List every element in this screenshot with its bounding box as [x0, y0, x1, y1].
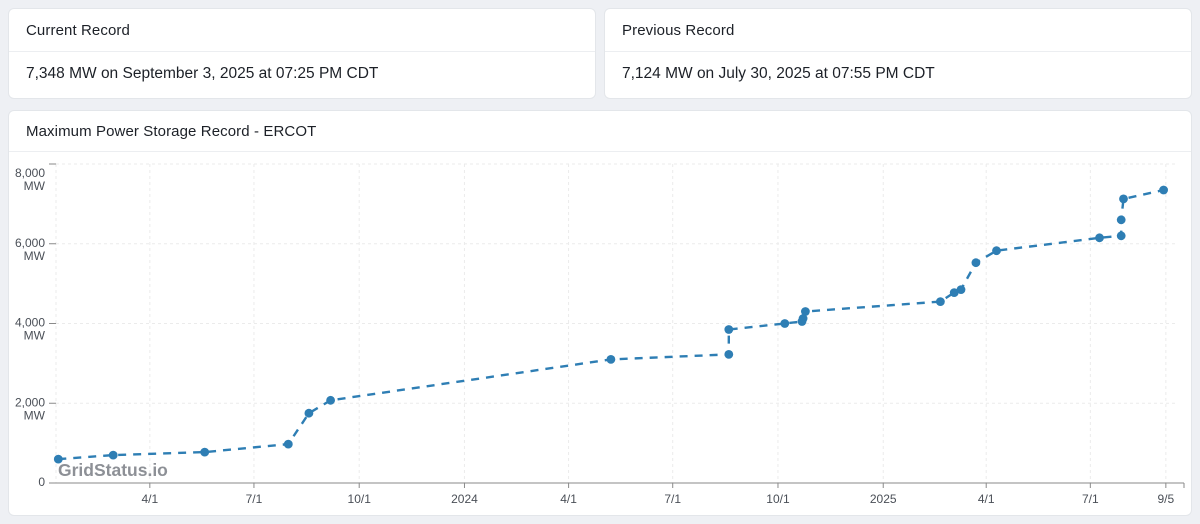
data-point[interactable]	[780, 319, 790, 328]
x-tick-label: 10/1	[766, 492, 790, 506]
chart-body: 4/1 7/1 10/1 2024 4/1 7/1 10/1 2025 4/1 7/1 9/5 0 2,…	[9, 152, 1191, 514]
previous-record-card: Previous Record 7,124 MW on July 30, 202…	[604, 8, 1192, 99]
x-tick-label: 4/1	[141, 492, 158, 506]
y-tick-unit: MW	[24, 179, 46, 193]
data-point[interactable]	[971, 258, 981, 268]
data-point[interactable]	[108, 450, 118, 460]
x-tick-label: 7/1	[664, 492, 681, 506]
x-tick-label: 2024	[451, 492, 478, 506]
data-point[interactable]	[1119, 194, 1128, 204]
data-point[interactable]	[949, 288, 959, 297]
current-record-value: 7,348 MW on September 3, 2025 at 07:25 P…	[26, 65, 379, 82]
data-point[interactable]	[200, 447, 210, 457]
data-point[interactable]	[283, 439, 293, 449]
record-line	[58, 188, 1164, 461]
chart-title: Maximum Power Storage Record - ERCOT	[9, 111, 1191, 152]
x-tick-label: 4/1	[978, 492, 995, 506]
gridstatus-watermark: GridStatus.io	[58, 460, 168, 480]
x-tick-label: 2025	[870, 492, 897, 506]
x-tick-label: 4/1	[560, 492, 577, 506]
data-point[interactable]	[1095, 233, 1104, 243]
x-tick-label: 9/5	[1158, 492, 1175, 506]
storage-record-chart-card: Maximum Power Storage Record - ERCOT 4/1…	[8, 110, 1192, 516]
data-point[interactable]	[1116, 215, 1126, 225]
data-point[interactable]	[304, 408, 314, 418]
data-point[interactable]	[724, 325, 734, 334]
x-tick-label: 7/1	[246, 492, 263, 506]
x-tick-label: 10/1	[348, 492, 372, 506]
y-tick-label: 2,000	[15, 395, 45, 409]
data-point[interactable]	[992, 246, 1001, 256]
data-point[interactable]	[606, 355, 616, 364]
x-tick-label: 7/1	[1082, 492, 1099, 506]
data-point[interactable]	[326, 395, 335, 405]
current-record-card: Current Record 7,348 MW on September 3, …	[8, 8, 596, 99]
y-tick-label: 6,000	[15, 236, 45, 250]
current-record-title: Current Record	[9, 9, 595, 52]
record-cards-row: Current Record 7,348 MW on September 3, …	[8, 8, 1192, 99]
y-tick-unit: MW	[24, 408, 46, 422]
data-point[interactable]	[801, 307, 810, 316]
previous-record-value: 7,124 MW on July 30, 2025 at 07:55 PM CD…	[622, 65, 935, 82]
data-point[interactable]	[1116, 231, 1126, 241]
previous-record-title: Previous Record	[605, 9, 1191, 52]
y-tick-label: 0	[38, 475, 45, 489]
data-point[interactable]	[53, 454, 63, 464]
data-point[interactable]	[724, 350, 734, 359]
data-point[interactable]	[956, 285, 966, 294]
data-point[interactable]	[798, 314, 808, 323]
data-point[interactable]	[1159, 185, 1168, 195]
storage-record-chart[interactable]: 4/1 7/1 10/1 2024 4/1 7/1 10/1 2025 4/1 7/1 9/5 0 2,…	[9, 152, 1191, 514]
y-tick-unit: MW	[24, 249, 46, 263]
y-tick-label: 8,000	[15, 166, 45, 180]
y-tick-label: 4,000	[15, 316, 45, 330]
data-point[interactable]	[936, 297, 945, 306]
y-tick-unit: MW	[24, 329, 46, 343]
